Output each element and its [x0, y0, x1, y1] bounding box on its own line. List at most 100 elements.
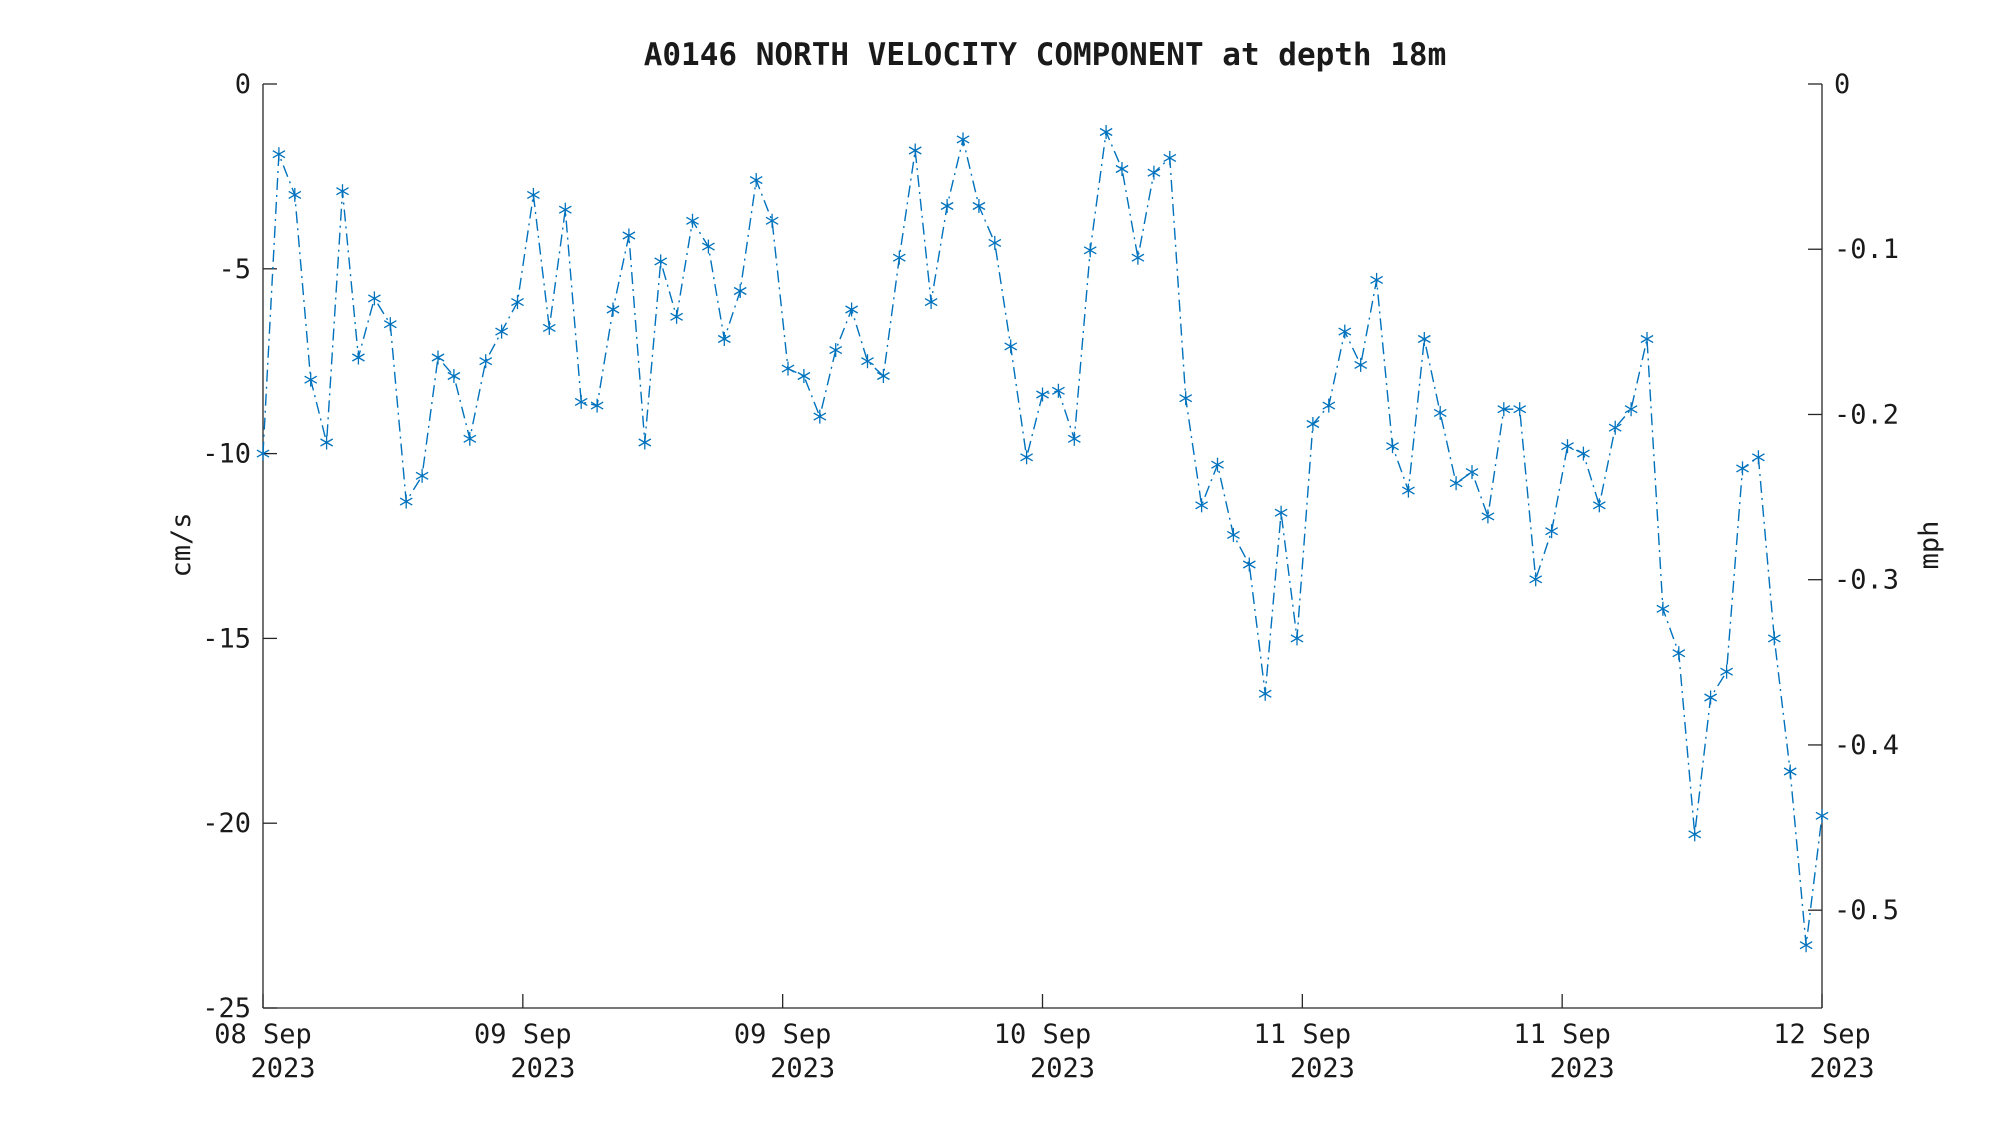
data-point [447, 369, 461, 383]
data-point [1338, 324, 1352, 339]
data-point [717, 332, 731, 346]
y-tick-label: -20 [202, 808, 251, 839]
data-point [1624, 402, 1638, 417]
data-point [1799, 938, 1813, 953]
data-point [1290, 631, 1304, 646]
data-point [1179, 391, 1193, 406]
data-point [892, 250, 906, 265]
data-point [1131, 250, 1145, 265]
tick-marks: 0 -5 -10 -15 -20 -25 0 -0.1 -0.2 -0.3 -0.4 -0.5 08 S… [202, 69, 1899, 1084]
data-point [956, 132, 970, 147]
data-point [1115, 162, 1129, 176]
data-point [1147, 165, 1161, 180]
data-point [415, 468, 429, 483]
data-point [399, 494, 413, 509]
data-point [383, 317, 397, 332]
data-point [1720, 664, 1734, 679]
data-point [622, 228, 636, 243]
y2-tick-label: 0 [1834, 69, 1850, 100]
data-point [1672, 646, 1686, 661]
data-point [1608, 420, 1622, 435]
x-tick-label-day: 09 Sep [734, 1019, 832, 1050]
data-point [590, 398, 604, 413]
y-tick-label: -5 [218, 254, 251, 285]
data-point [367, 291, 381, 306]
x-tick-label-day: 10 Sep [994, 1019, 1092, 1050]
x-tick-label-day: 11 Sep [1254, 1019, 1352, 1050]
data-point [463, 431, 477, 446]
series-line [262, 129, 1823, 946]
data-point [1751, 450, 1765, 465]
data-point [876, 369, 890, 383]
data-point [1767, 631, 1781, 646]
y2-tick-label: -0.1 [1834, 234, 1899, 265]
data-point [574, 394, 588, 409]
data-point [670, 309, 684, 324]
y-axis-label: cm/s [166, 512, 197, 577]
data-point [1226, 527, 1240, 542]
y-tick-label: -25 [202, 993, 251, 1024]
data-point [1465, 465, 1479, 480]
x-tick-label-year: 2023 [770, 1053, 835, 1084]
data-point [1449, 476, 1463, 491]
data-point [272, 147, 286, 162]
data-point [940, 199, 954, 213]
data-point [542, 320, 556, 335]
data-point [1306, 417, 1320, 431]
data-point [351, 350, 365, 365]
data-series [256, 125, 1829, 953]
data-point [304, 372, 318, 387]
data-point [797, 369, 811, 383]
y2-tick-label: -0.5 [1834, 895, 1899, 926]
data-point [431, 350, 445, 365]
data-point [1051, 383, 1065, 398]
data-point [479, 354, 493, 369]
data-point [1099, 125, 1113, 139]
data-point [1433, 405, 1447, 420]
data-point [908, 143, 922, 158]
data-point [813, 409, 827, 424]
data-point [1513, 402, 1527, 417]
data-point [781, 361, 795, 376]
data-point [1815, 808, 1829, 823]
x-tick-label-year: 2023 [1809, 1053, 1874, 1084]
data-point [1704, 690, 1718, 705]
data-point [1561, 439, 1574, 454]
data-point [256, 446, 270, 461]
data-point [733, 284, 747, 298]
data-point [1783, 764, 1797, 779]
data-point [654, 254, 668, 269]
data-point [1274, 505, 1288, 520]
data-point [1083, 243, 1097, 258]
data-point [1354, 357, 1368, 372]
y-tick-label: -15 [202, 623, 251, 654]
data-point [1529, 572, 1543, 587]
y2-tick-label: -0.4 [1834, 730, 1899, 761]
data-point [1370, 272, 1384, 287]
data-point [1401, 483, 1415, 498]
data-point [1036, 387, 1049, 402]
data-point [924, 295, 938, 310]
x-tick-label-year: 2023 [510, 1053, 575, 1084]
data-point [1576, 446, 1590, 461]
data-point [972, 199, 986, 213]
chart-title: A0146 NORTH VELOCITY COMPONENT at depth … [644, 37, 1447, 73]
x-tick-label-year: 2023 [250, 1053, 315, 1084]
data-point [765, 213, 779, 228]
data-point [1386, 439, 1399, 454]
data-point [701, 239, 715, 254]
data-point [1322, 398, 1336, 413]
x-tick-label-year: 2023 [1030, 1053, 1095, 1084]
data-point [1004, 339, 1018, 354]
data-point [495, 324, 509, 339]
x-tick-label-day: 08 Sep [214, 1019, 312, 1050]
data-point [1497, 402, 1511, 417]
y-tick-label: -10 [202, 439, 251, 470]
data-point [1545, 524, 1559, 539]
x-tick-label-year: 2023 [1290, 1053, 1355, 1084]
data-point [288, 187, 302, 202]
data-point [1258, 686, 1272, 701]
data-point [1481, 509, 1495, 524]
data-point [1195, 498, 1209, 513]
